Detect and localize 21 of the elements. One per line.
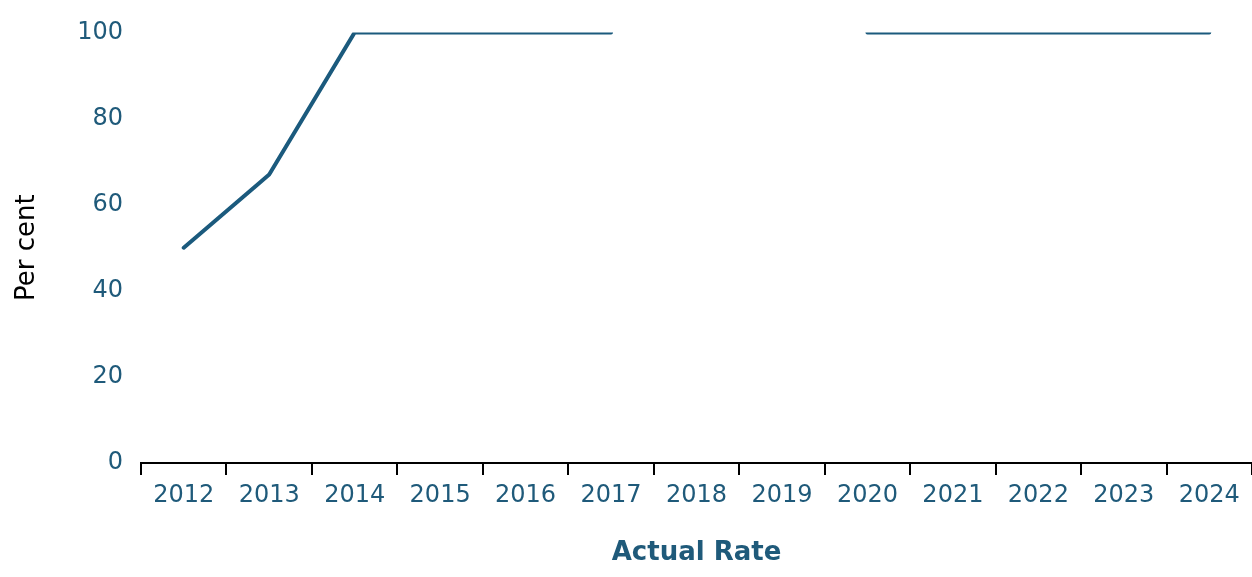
- x-tick-label: 2012: [153, 479, 215, 508]
- x-tick-label: 2014: [324, 479, 386, 508]
- y-tick-label: 0: [107, 447, 124, 476]
- x-tick-label: 2013: [238, 479, 300, 508]
- x-axis-title: Actual Rate: [611, 536, 782, 567]
- y-tick-label: 100: [77, 16, 124, 45]
- y-tick-label: 60: [92, 188, 124, 217]
- y-tick-label: 20: [92, 361, 124, 390]
- x-tick-label: 2020: [836, 479, 898, 508]
- x-tick-label: 2019: [751, 479, 813, 508]
- x-tick-label: 2018: [665, 479, 728, 508]
- x-tick-label: 2023: [1093, 479, 1155, 508]
- x-tick-label: 2015: [409, 479, 471, 508]
- y-tick-label: 40: [92, 274, 124, 303]
- y-tick-label: 80: [92, 102, 124, 131]
- y-axis-title: Per cent: [10, 194, 41, 302]
- x-tick-label: 2016: [495, 479, 557, 508]
- x-tick-label: 2022: [1007, 479, 1069, 508]
- x-tick-label: 2024: [1178, 479, 1240, 508]
- x-tick-label: 2021: [922, 479, 984, 508]
- x-tick-label: 2017: [580, 479, 642, 508]
